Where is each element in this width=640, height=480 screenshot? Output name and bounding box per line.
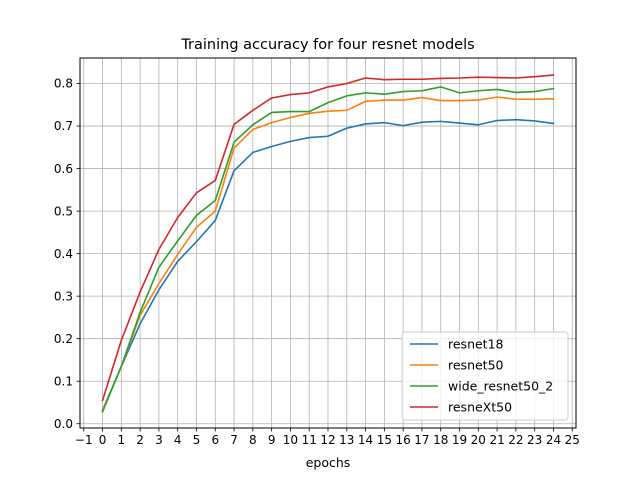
series-line-2 bbox=[101, 86, 555, 413]
x-tick-label: 16 bbox=[396, 433, 411, 447]
x-tick-label: 9 bbox=[268, 433, 276, 447]
x-tick-label: 15 bbox=[377, 433, 392, 447]
x-tick-label: 13 bbox=[339, 433, 354, 447]
x-tick-label: 7 bbox=[230, 433, 238, 447]
series-line-0 bbox=[101, 118, 555, 412]
x-tick-label: 21 bbox=[489, 433, 504, 447]
x-tick-label: 4 bbox=[174, 433, 182, 447]
y-tick-label: 0.3 bbox=[54, 289, 73, 303]
x-axis: −1 0 1 2 3 4 5 6 7 8 9 10 11 12 13 14 15 16 17 18 19 20 21 22 23… bbox=[75, 428, 580, 447]
x-tick-label: 11 bbox=[302, 433, 317, 447]
x-tick-label: 22 bbox=[508, 433, 523, 447]
x-tick-label: 24 bbox=[546, 433, 561, 447]
legend: resnet18 resnet50 wide_resnet50_2 resneXt50 bbox=[401, 331, 569, 421]
x-tick-label: 8 bbox=[249, 433, 257, 447]
y-axis: 0.0 0.1 0.2 0.3 0.4 0.5 0.6 0.7 0.8 bbox=[54, 77, 80, 431]
x-tick-label: 18 bbox=[433, 433, 448, 447]
legend-label: wide_resnet50_2 bbox=[448, 379, 553, 394]
x-tick-label: 3 bbox=[155, 433, 163, 447]
x-tick-label: 19 bbox=[452, 433, 467, 447]
x-tick-label: 5 bbox=[193, 433, 201, 447]
x-axis-label: epochs bbox=[306, 455, 351, 470]
y-tick-label: 0.4 bbox=[54, 247, 73, 261]
x-tick-label: 23 bbox=[527, 433, 542, 447]
x-tick-label: 1 bbox=[118, 433, 126, 447]
y-tick-label: 0.1 bbox=[54, 374, 73, 388]
chart-title: Training accuracy for four resnet models bbox=[180, 37, 474, 53]
legend-label: resneXt50 bbox=[448, 400, 512, 415]
y-tick-label: 0.5 bbox=[54, 204, 73, 218]
y-tick-label: 0.7 bbox=[54, 119, 73, 133]
x-tick-label: 6 bbox=[211, 433, 219, 447]
series-line-1 bbox=[101, 96, 555, 413]
x-tick-label: 20 bbox=[471, 433, 486, 447]
legend-box bbox=[401, 331, 569, 421]
y-tick-label: 0.8 bbox=[54, 77, 73, 91]
y-tick-label: 0.2 bbox=[54, 332, 73, 346]
x-tick-label: −1 bbox=[75, 433, 93, 447]
x-tick-label: 14 bbox=[358, 433, 373, 447]
legend-label: resnet50 bbox=[448, 358, 504, 373]
series-layer bbox=[101, 74, 555, 413]
x-tick-label: 17 bbox=[414, 433, 429, 447]
x-tick-label: 25 bbox=[565, 433, 580, 447]
x-tick-label: 12 bbox=[320, 433, 335, 447]
x-tick-label: 10 bbox=[283, 433, 298, 447]
x-tick-label: 0 bbox=[99, 433, 107, 447]
y-tick-label: 0.0 bbox=[54, 417, 73, 431]
y-tick-label: 0.6 bbox=[54, 162, 73, 176]
legend-label: resnet18 bbox=[448, 337, 504, 352]
x-tick-label: 2 bbox=[136, 433, 144, 447]
series-line-3 bbox=[101, 74, 555, 402]
